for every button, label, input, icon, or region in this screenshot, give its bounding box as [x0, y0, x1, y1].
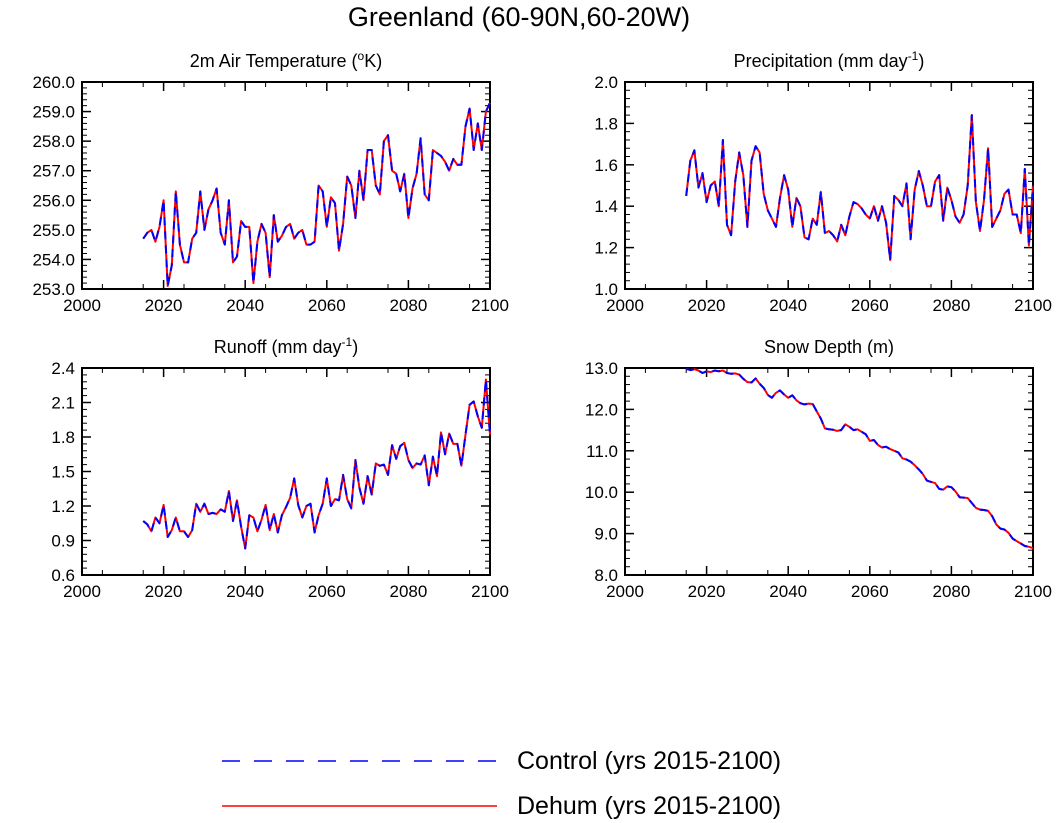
y-tick-label: 1.5 — [51, 463, 75, 482]
x-tick-label: 2100 — [471, 582, 509, 601]
y-tick-label: 12.0 — [585, 400, 618, 419]
x-tick-label: 2020 — [145, 296, 183, 315]
series-line-dehum-precipitation — [685, 114, 1034, 261]
panel-precipitation: Precipitation (mm day-1) 2000 2020 2040 2060… — [594, 49, 1052, 315]
x-tick-label: 2100 — [1014, 582, 1052, 601]
x-tick-label: 2080 — [932, 582, 970, 601]
plot-frame-runoff — [81, 367, 491, 576]
y-tick-label: 0.6 — [51, 566, 75, 585]
y-tick-label: 260.0 — [32, 73, 75, 92]
panel-snow-depth: Snow Depth (m) 2000 2020 2040 2060 2080 2100 8.… — [585, 337, 1052, 601]
y-tick-label: 10.0 — [585, 483, 618, 502]
y-tick-label: 258.0 — [32, 132, 75, 151]
x-tick-label: 2040 — [769, 296, 807, 315]
y-tick-label: 2.1 — [51, 394, 75, 413]
x-tick-label: 2020 — [688, 296, 726, 315]
y-tick-label: 0.9 — [51, 532, 75, 551]
figure-title: Greenland (60-90N,60-20W) — [348, 2, 690, 32]
x-tick-label: 2100 — [471, 296, 509, 315]
x-tick-label: 2080 — [389, 582, 427, 601]
y-tick-label: 1.0 — [594, 280, 618, 299]
series-line-dehum-temperature — [142, 102, 491, 287]
y-tick-label: 1.2 — [594, 239, 618, 258]
y-tick-label: 13.0 — [585, 359, 618, 378]
panel-title-temperature: 2m Air Temperature (oK) — [190, 49, 382, 71]
plot-frame-snow-depth — [624, 367, 1034, 576]
y-tick-label: 254.0 — [32, 250, 75, 269]
y-tick-label: 2.4 — [51, 359, 75, 378]
y-tick-label: 1.8 — [594, 114, 618, 133]
x-tick-label: 2080 — [932, 296, 970, 315]
x-tick-label: 2040 — [226, 582, 264, 601]
x-tick-label: 2060 — [851, 582, 889, 601]
series-line-control-runoff — [142, 378, 491, 550]
y-tick-label: 1.2 — [51, 497, 75, 516]
x-tick-label: 2080 — [389, 296, 427, 315]
x-tick-label: 2000 — [63, 296, 101, 315]
panel-temperature: 2m Air Temperature (oK) 2000 2020 2040 2060 2… — [32, 49, 508, 315]
series-line-control-temperature — [142, 102, 491, 287]
y-tick-label: 2.0 — [594, 73, 618, 92]
legend-label-dehum: Dehum (yrs 2015-2100) — [517, 792, 781, 820]
y-tick-label: 256.0 — [32, 191, 75, 210]
x-tick-label: 2020 — [688, 582, 726, 601]
series-line-control-snow-depth — [685, 367, 1034, 550]
y-tick-label: 9.0 — [594, 525, 618, 544]
x-tick-label: 2000 — [606, 582, 644, 601]
y-tick-label: 253.0 — [32, 280, 75, 299]
y-tick-label: 11.0 — [586, 442, 618, 461]
legend-label-control: Control (yrs 2015-2100) — [517, 747, 781, 775]
plot-frame-precipitation — [624, 81, 1034, 290]
panel-title-runoff: Runoff (mm day-1) — [214, 335, 358, 357]
x-tick-label: 2040 — [769, 582, 807, 601]
x-tick-label: 2000 — [63, 582, 101, 601]
x-tick-label: 2060 — [308, 296, 346, 315]
plot-frame-temperature — [81, 81, 491, 290]
y-tick-label: 8.0 — [594, 566, 618, 585]
x-tick-label: 2060 — [308, 582, 346, 601]
x-tick-label: 2040 — [226, 296, 264, 315]
series-line-dehum-snow-depth — [685, 367, 1034, 550]
x-tick-label: 2100 — [1014, 296, 1052, 315]
x-tick-label: 2020 — [145, 582, 183, 601]
legend: Control (yrs 2015-2100) Dehum (yrs 2015-… — [222, 747, 781, 820]
panel-title-precipitation: Precipitation (mm day-1) — [734, 49, 925, 71]
y-tick-label: 255.0 — [32, 221, 75, 240]
y-tick-label: 1.8 — [51, 428, 75, 447]
series-line-control-precipitation — [685, 114, 1034, 261]
x-tick-label: 2000 — [606, 296, 644, 315]
panel-runoff: Runoff (mm day-1) 2000 2020 2040 2060 2080 210… — [51, 335, 509, 601]
y-tick-label: 257.0 — [32, 162, 75, 181]
y-tick-label: 1.4 — [594, 197, 618, 216]
y-tick-label: 259.0 — [32, 103, 75, 122]
panels-group: 2m Air Temperature (oK) 2000 2020 2040 2060 2… — [32, 49, 1051, 601]
y-tick-label: 1.6 — [594, 156, 618, 175]
x-tick-label: 2060 — [851, 296, 889, 315]
panel-title-snow-depth: Snow Depth (m) — [764, 337, 894, 357]
